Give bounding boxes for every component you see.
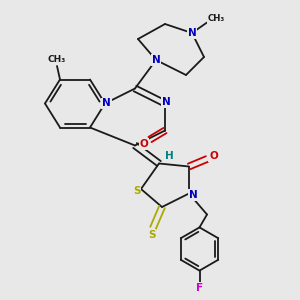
Text: S: S (133, 185, 140, 196)
Text: CH₃: CH₃ (47, 55, 65, 64)
Text: N: N (162, 97, 171, 107)
Text: H: H (165, 151, 174, 161)
Text: O: O (140, 139, 148, 149)
Text: S: S (148, 230, 155, 240)
Text: N: N (189, 190, 198, 200)
Text: N: N (102, 98, 111, 109)
Text: N: N (188, 28, 196, 38)
Text: F: F (196, 283, 203, 293)
Text: O: O (209, 151, 218, 161)
Text: N: N (152, 55, 160, 65)
Text: CH₃: CH₃ (208, 14, 225, 23)
